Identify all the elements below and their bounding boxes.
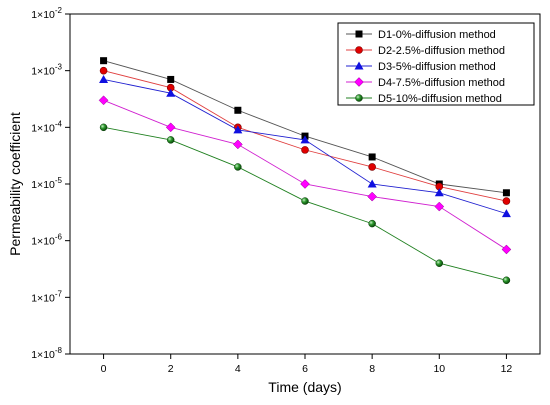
y-tick-label: 1×10-5	[31, 176, 62, 191]
data-point	[166, 88, 176, 97]
series-d2-2-5-diffusion-method	[99, 66, 511, 205]
data-point	[300, 135, 310, 144]
data-point	[367, 191, 377, 202]
y-tick-label: 1×10-8	[31, 346, 62, 361]
data-point	[368, 153, 376, 161]
legend-marker	[355, 30, 363, 38]
x-tick-label: 2	[168, 363, 174, 375]
legend-label: D1-0%-diffusion method	[378, 29, 496, 41]
legend: D1-0%-diffusion method D2-2.5%-diffusion …	[337, 22, 535, 106]
x-tick-label: 10	[433, 363, 445, 375]
y-tick-label: 1×10-3	[31, 63, 62, 78]
series-d4-7-5-diffusion-method	[98, 95, 512, 255]
data-point	[99, 66, 108, 75]
y-tick-label: 1×10-6	[31, 233, 62, 248]
data-point	[502, 197, 511, 205]
legend-box	[337, 22, 535, 106]
x-tick-label: 0	[101, 363, 107, 375]
data-point	[501, 209, 511, 218]
data-point	[301, 146, 309, 154]
data-point	[301, 197, 309, 205]
x-tick-label: 8	[369, 363, 375, 375]
data-point	[167, 75, 175, 83]
data-point	[233, 139, 243, 150]
x-tick-label: 6	[302, 363, 308, 375]
data-point	[165, 122, 176, 133]
y-tick-label: 1×10-4	[31, 119, 62, 134]
legend-item-d5-10-diffusion-method: D5-10%-diffusion method	[346, 93, 502, 105]
x-tick-label: 12	[501, 363, 513, 375]
data-point	[166, 136, 175, 144]
data-point	[368, 219, 376, 228]
legend-item-d1-0-diffusion-method: D1-0%-diffusion method	[346, 29, 496, 41]
legend-marker	[354, 77, 364, 87]
data-point	[99, 123, 108, 132]
legend-marker	[354, 61, 364, 70]
data-point	[300, 179, 310, 189]
data-point	[100, 57, 108, 65]
data-point	[435, 259, 444, 267]
legend-marker	[355, 94, 363, 102]
legend-item-d3-5-diffusion-method: D3-5%-diffusion method	[346, 61, 496, 73]
data-point	[367, 179, 377, 188]
data-point	[501, 244, 512, 255]
y-tick-label: 1×10-2	[31, 6, 62, 21]
y-axis-title: Permeability coefficient	[7, 112, 23, 256]
y-tick-label: 1×10-7	[31, 289, 62, 304]
legend-item-d2-2-5-diffusion-method: D2-2.5%-diffusion method	[346, 45, 505, 57]
series-layer	[98, 57, 512, 285]
data-point	[368, 163, 376, 171]
legend-label: D4-7.5%-diffusion method	[378, 77, 505, 89]
data-point	[502, 276, 511, 285]
x-axis-title: Time (days)	[268, 379, 341, 395]
data-point	[234, 163, 242, 171]
data-point	[99, 74, 109, 83]
axis-layer: 0 2 4 6 8 10 12 1×10-8 1×10-7 1×10-6 1×10-5 1×10-4 1…	[31, 6, 512, 375]
legend-label: D2-2.5%-diffusion method	[378, 45, 505, 57]
legend-label: D3-5%-diffusion method	[378, 61, 496, 73]
legend-item-d4-7-5-diffusion-method: D4-7.5%-diffusion method	[346, 77, 505, 89]
legend-marker	[355, 46, 363, 54]
data-point	[234, 106, 242, 114]
series-d5-10-diffusion-method	[99, 123, 511, 285]
data-point	[434, 201, 445, 212]
data-point	[98, 95, 109, 106]
series-d3-5-diffusion-method	[99, 74, 511, 218]
data-point	[434, 188, 444, 197]
legend-label: D5-10%-diffusion method	[378, 93, 502, 105]
data-point	[233, 125, 243, 134]
data-point	[502, 189, 510, 197]
x-tick-label: 4	[235, 363, 241, 375]
